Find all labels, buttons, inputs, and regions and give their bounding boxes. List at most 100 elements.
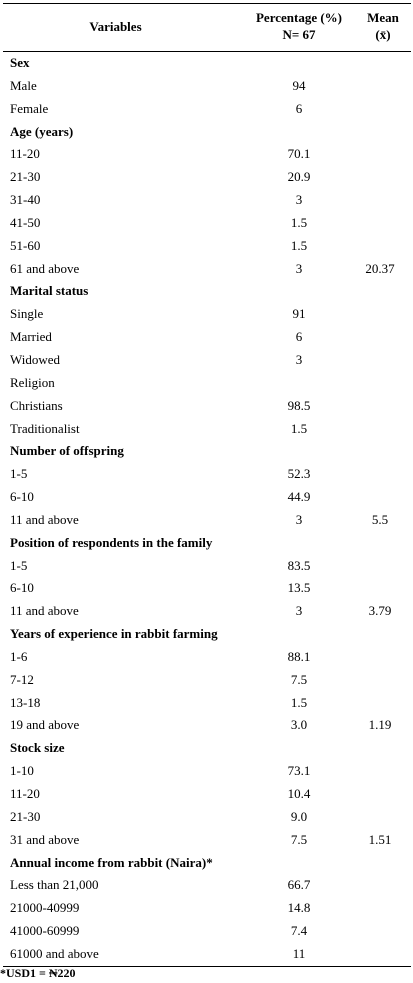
table-row: 61 and above 3 20.37 [3,258,411,281]
table-row: Widowed 3 [3,349,411,372]
table-section-header: Position of respondents in the family [3,532,411,555]
header-mean-label: Mean [367,10,399,25]
variable-cell: 21-30 [10,808,41,824]
variable-cell: Religion [10,374,55,390]
mean-cell: 3.79 [368,603,392,619]
variable-cell: 41-50 [10,214,41,230]
percentage-cell: 91 [292,306,306,322]
percentage-cell: 1.5 [290,237,308,253]
variable-cell: Annual income from rabbit (Naira)* [10,854,213,870]
percentage-cell: 94 [292,77,306,93]
percentage-cell: 7.5 [290,671,308,687]
mean-cell: 1.19 [368,717,392,733]
variable-cell: 7-12 [10,671,34,687]
percentage-cell: 20.9 [287,169,311,185]
variable-cell: 21000-40999 [10,900,80,916]
variable-cell: Traditionalist [10,420,80,436]
table-section-header: Stock size [3,737,411,760]
variable-cell: 13-18 [10,694,41,710]
table-row: 6-10 13.5 [3,577,411,600]
variable-cell: Less than 21,000 [10,877,99,893]
percentage-cell: 1.5 [290,694,308,710]
variable-cell: Years of experience in rabbit farming [10,626,218,642]
table-row: 13-18 1.5 [3,692,411,715]
percentage-cell: 1.5 [290,214,308,230]
variable-cell: 41000-60999 [10,923,80,939]
table-row: Married 6 [3,326,411,349]
header-sample-size: N= 67 [282,27,316,42]
variable-cell: Christians [10,397,63,413]
variable-cell: 11-20 [10,146,40,162]
table-section-header: Age (years) [3,121,411,144]
table-header: Variables Percentage (%) N= 67 Mean (x̄) [3,3,411,52]
table-body: Sex Male 94 Female 6 Age (years) 11-20 70.1 21-3… [3,52,411,967]
percentage-cell: 52.3 [287,466,311,482]
percentage-cell: 44.9 [287,489,311,505]
table-section-header: Number of offspring [3,440,411,463]
table-section-header: Years of experience in rabbit farming [3,623,411,646]
variable-cell: 1-10 [10,763,34,779]
variable-cell: Number of offspring [10,443,124,459]
variable-cell: 6-10 [10,489,34,505]
percentage-cell: 1.5 [290,420,308,436]
table-row: 1-5 83.5 [3,555,411,578]
header-percentage: Percentage (%) N= 67 [241,9,357,43]
table-row: 19 and above 3.0 1.19 [3,714,411,737]
table-row: 1-10 73.1 [3,760,411,783]
percentage-cell: 11 [292,945,306,961]
percentage-cell: 83.5 [287,557,311,573]
header-mean-symbol: (x̄) [375,27,391,42]
header-percentage-label: Percentage (%) [255,10,343,25]
variable-cell: 61000 and above [10,945,99,961]
variable-cell: 1-6 [10,648,28,664]
table-row: 7-12 7.5 [3,669,411,692]
variable-cell: Marital status [10,283,89,299]
table-row: 61000 and above 11 [3,943,411,966]
table-row: 11 and above 3 3.79 [3,600,411,623]
variable-cell: Male [10,77,37,93]
variable-cell: Single [10,306,44,322]
table-section-header: Sex [3,52,411,75]
table-row: 51-60 1.5 [3,235,411,258]
mean-cell: 5.5 [371,511,389,527]
table-row: Female 6 [3,98,411,121]
table-row: 11 and above 3 5.5 [3,509,411,532]
table-row: 21-30 9.0 [3,806,411,829]
header-variables: Variables [89,19,142,34]
variable-cell: 11-20 [10,786,40,801]
variable-cell: Stock size [10,740,65,756]
variable-cell: 19 and above [10,717,80,733]
table-section-header: Marital status [3,280,411,303]
percentage-cell: 3 [295,192,303,208]
percentage-cell: 3.0 [290,717,308,733]
variable-cell: 1-5 [10,466,28,482]
table-row: 31 and above 7.5 1.51 [3,829,411,852]
variable-cell: 1-5 [10,557,28,573]
percentage-cell: 9.0 [290,808,308,824]
percentage-cell: 13.5 [287,580,311,596]
percentage-cell: 66.7 [287,877,311,893]
variable-cell: Widowed [10,351,61,367]
percentage-cell: 3 [295,351,303,367]
table-row: Less than 21,000 66.7 [3,874,411,897]
variable-cell: Age (years) [10,123,74,139]
percentage-cell: 3 [295,511,303,527]
variable-cell: 31-40 [10,192,41,208]
table-row: 41000-60999 7.4 [3,920,411,943]
table-row: 41-50 1.5 [3,212,411,235]
percentage-cell: 10.4 [287,786,311,801]
variable-cell: 61 and above [10,260,80,276]
mean-cell: 20.37 [365,260,395,276]
table-row: Traditionalist 1.5 [3,418,411,441]
percentage-cell: 7.4 [290,923,308,939]
percentage-cell: 7.5 [290,831,308,847]
table-row: 11-20 10.4 [3,783,411,806]
variable-cell: Position of respondents in the family [10,534,213,550]
percentage-cell: 88.1 [287,648,311,664]
variable-cell: Sex [10,55,30,70]
table-row: 1-5 52.3 [3,463,411,486]
table-row: Christians 98.5 [3,395,411,418]
percentage-cell: 3 [295,603,303,619]
variable-cell: 31 and above [10,831,80,847]
percentage-cell: 98.5 [287,397,311,413]
